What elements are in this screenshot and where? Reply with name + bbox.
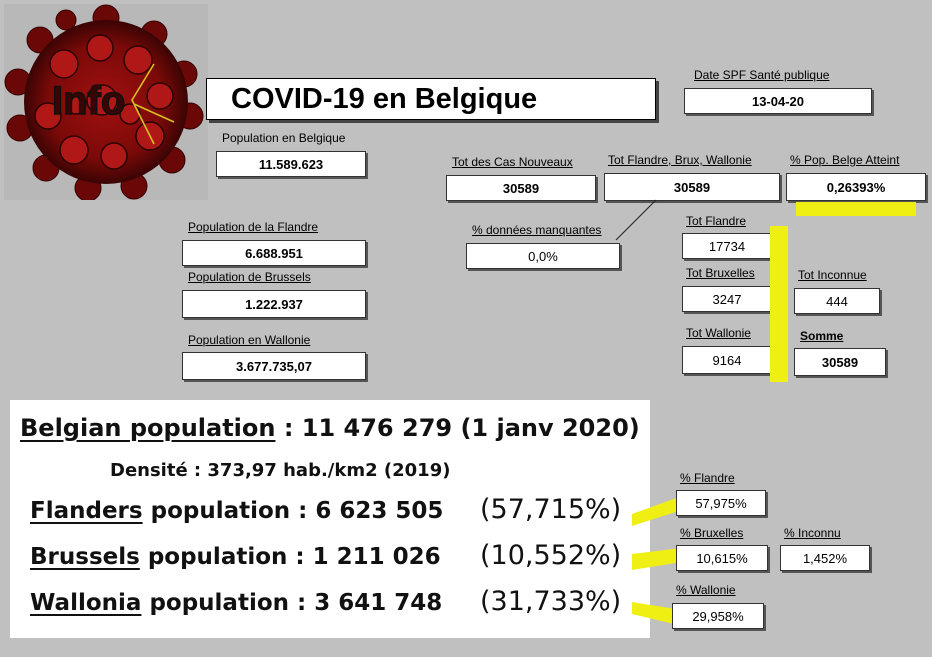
belgian-value: : 11 476 279 (1 janv 2020) — [283, 414, 640, 442]
tot-wallonie-label: Tot Wallonie — [686, 326, 751, 340]
donnees-manquantes-label: % données manquantes — [472, 223, 602, 237]
brussels-label: Brussels — [30, 544, 140, 570]
pct-pop-field[interactable]: 0,26393% — [786, 173, 926, 201]
wallonia-pct: (31,733%) — [480, 586, 622, 617]
date-label: Date SPF Santé publique — [694, 68, 830, 82]
brussels-line: Brussels population : 1 211 026 — [30, 544, 441, 570]
tot-bruxelles-label: Tot Bruxelles — [686, 266, 755, 280]
somme-field[interactable]: 30589 — [794, 348, 886, 376]
pop-flandre-field[interactable]: 6.688.951 — [182, 240, 366, 266]
tot-nouveaux-field[interactable]: 30589 — [446, 175, 596, 201]
tot-bruxelles-field[interactable]: 3247 — [682, 286, 772, 312]
logo: Info — [4, 4, 208, 202]
highlight-connectors — [632, 496, 682, 626]
highlight-totals — [770, 226, 788, 382]
pct-wallonie-field[interactable]: 29,958% — [672, 603, 764, 629]
densite-line: Densité : 373,97 hab./km2 (2019) — [110, 460, 451, 481]
pct-flandre-field[interactable]: 57,975% — [676, 490, 766, 516]
donnees-manquantes-field[interactable]: 0,0% — [466, 243, 620, 269]
tot-flandre-field[interactable]: 17734 — [682, 233, 772, 259]
pop-flandre-label: Population de la Flandre — [188, 220, 319, 234]
virus-icon: Info — [4, 4, 204, 202]
tot-regions-label: Tot Flandre, Brux, Wallonie — [608, 153, 752, 167]
tot-flandre-label: Tot Flandre — [686, 214, 747, 228]
connector-line — [615, 199, 657, 241]
belgian-population-line: Belgian population : 11 476 279 (1 janv … — [20, 414, 640, 442]
pct-bruxelles-label: % Bruxelles — [680, 526, 744, 540]
pct-inconnu-field[interactable]: 1,452% — [780, 545, 870, 571]
wallonia-line: Wallonia population : 3 641 748 — [30, 590, 442, 616]
pct-wallonie-label: % Wallonie — [676, 583, 736, 597]
pct-bruxelles-field[interactable]: 10,615% — [676, 545, 768, 571]
flanders-value: population : 6 623 505 — [150, 498, 444, 524]
flanders-pct: (57,715%) — [480, 494, 622, 525]
wallonia-value: population : 3 641 748 — [149, 590, 443, 616]
pop-wallonie-field[interactable]: 3.677.735,07 — [182, 352, 366, 380]
brussels-pct: (10,552%) — [480, 540, 622, 571]
flanders-label: Flanders — [30, 498, 143, 524]
tot-regions-field[interactable]: 30589 — [604, 173, 780, 201]
page-title: COVID-19 en Belgique — [206, 78, 656, 120]
tot-inconnue-label: Tot Inconnue — [798, 268, 867, 282]
tot-nouveaux-label: Tot des Cas Nouveaux — [452, 155, 573, 169]
population-be-field[interactable]: 11.589.623 — [216, 151, 366, 177]
brussels-value: population : 1 211 026 — [147, 544, 441, 570]
pct-flandre-label: % Flandre — [680, 471, 735, 485]
belgian-label: Belgian population — [20, 414, 276, 442]
pct-pop-label: % Pop. Belge Atteint — [790, 153, 900, 167]
tot-inconnue-field[interactable]: 444 — [794, 288, 880, 314]
pop-brussels-label: Population de Brussels — [188, 270, 311, 284]
wallonia-label: Wallonia — [30, 590, 142, 616]
flanders-line: Flanders population : 6 623 505 — [30, 498, 443, 524]
date-field[interactable]: 13-04-20 — [684, 88, 872, 114]
population-be-label: Population en Belgique — [222, 131, 346, 145]
pop-wallonie-label: Population en Wallonie — [188, 333, 311, 347]
logo-text: Info — [52, 79, 125, 123]
somme-label: Somme — [800, 329, 844, 343]
pct-inconnu-label: % Inconnu — [784, 526, 841, 540]
tot-wallonie-field[interactable]: 9164 — [682, 346, 772, 374]
highlight-pct-pop — [796, 202, 916, 216]
population-panel: Belgian population : 11 476 279 (1 janv … — [10, 400, 650, 638]
pop-brussels-field[interactable]: 1.222.937 — [182, 290, 366, 318]
